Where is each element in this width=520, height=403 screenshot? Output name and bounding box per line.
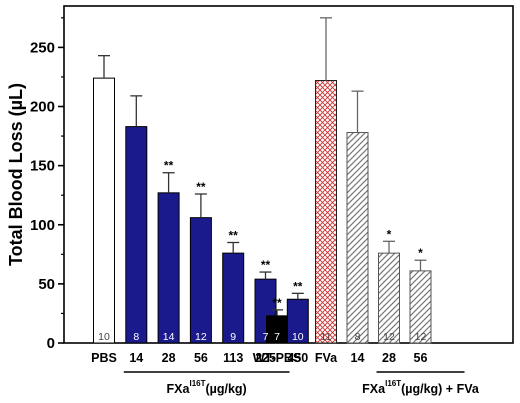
y-tick-label: 0 [47, 335, 55, 352]
group-label: FXaI16T(µg/kg) + FVa [362, 379, 480, 396]
category-label: PBS [91, 351, 117, 365]
significance-marker: ** [196, 180, 206, 194]
labels: 0 50 100 150 200 250 Total Blood Loss (µL) 10 PB… [6, 39, 480, 396]
n-label: 10 [292, 331, 304, 343]
y-axis-label: Total Blood Loss (µL) [6, 83, 26, 266]
category-label: 28 [382, 351, 396, 365]
category-label: 14 [351, 351, 365, 365]
y-tick-label: 50 [38, 276, 55, 293]
significance-marker: ** [261, 258, 271, 272]
bar [378, 252, 400, 344]
group-label: FXaI16T(µg/kg) [167, 379, 247, 396]
significance-marker: ** [229, 228, 239, 242]
y-tick-label: 200 [30, 99, 55, 116]
y-tick-label: 100 [30, 217, 55, 234]
category-label: 14 [129, 351, 143, 365]
category-label: 56 [414, 351, 428, 365]
n-label: 11 [321, 331, 332, 343]
significance-marker: ** [272, 296, 282, 310]
n-label: 12 [383, 331, 395, 343]
category-label: 56 [194, 351, 208, 365]
y-tick-label: 150 [30, 158, 55, 175]
n-label: 14 [163, 331, 175, 343]
n-label: 12 [415, 331, 427, 343]
category-label: 225 [255, 351, 276, 365]
bar [125, 126, 148, 344]
n-label: 10 [98, 331, 110, 343]
category-label: 28 [162, 351, 176, 365]
category-label: 450 [287, 351, 308, 365]
bar [222, 252, 245, 344]
bar [315, 79, 337, 344]
category-label: 113 [223, 351, 243, 365]
significance-marker: * [387, 227, 392, 241]
y-tick-label: 250 [30, 39, 55, 56]
bar [93, 77, 115, 344]
n-label: 8 [133, 331, 139, 343]
n-label: 8 [355, 331, 361, 343]
significance-marker: ** [164, 159, 174, 173]
bars [93, 17, 432, 344]
bar [189, 217, 212, 344]
category-label: FVa [315, 351, 338, 365]
bar [157, 192, 180, 344]
n-label: 7 [263, 331, 269, 343]
category-label: WT-PBS [253, 351, 302, 365]
n-label: 12 [195, 331, 207, 343]
significance-marker: ** [293, 279, 303, 293]
bar [346, 132, 369, 344]
n-label: 7 [274, 331, 280, 343]
significance-marker: * [418, 246, 423, 260]
n-label: 9 [230, 331, 236, 343]
